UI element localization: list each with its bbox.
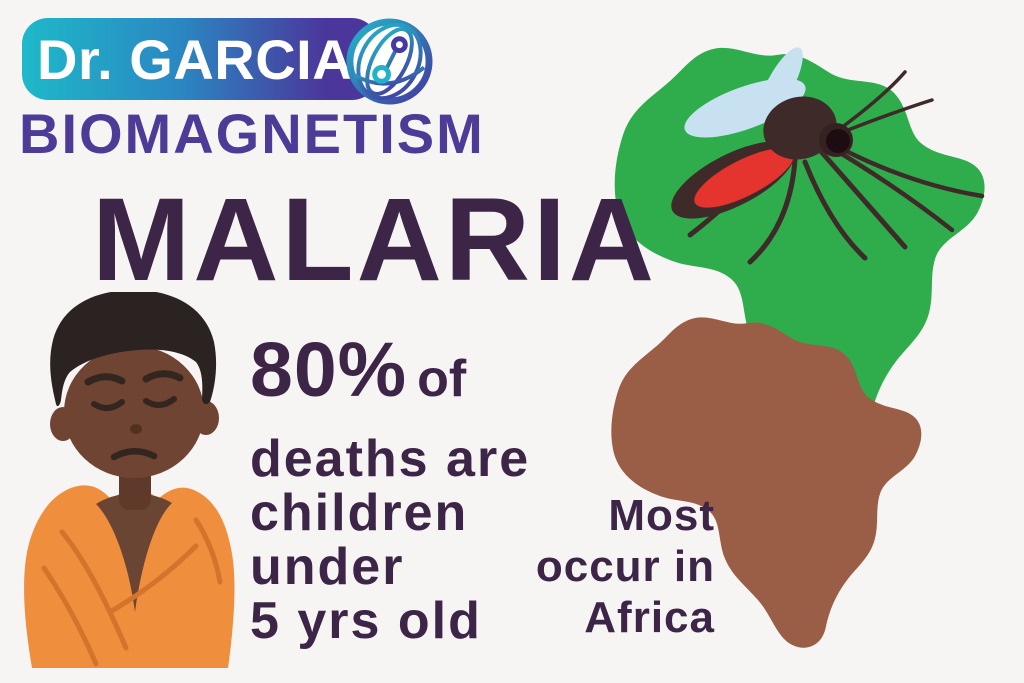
- mosquito-thorax: [763, 96, 837, 160]
- statistic-block: 80% of deaths are children under 5 yrs ol…: [250, 330, 530, 648]
- statistic-line: children: [250, 484, 469, 542]
- mosquito-abdomen: [694, 148, 794, 208]
- statistic-line: under: [250, 538, 405, 596]
- face-features: [84, 370, 184, 461]
- statistic-headline: 80% of: [250, 330, 530, 432]
- eyebrow-right: [142, 370, 184, 383]
- hair: [50, 292, 217, 407]
- statistic-line: 5 yrs old: [250, 592, 482, 650]
- location-note: Most occur in Africa: [515, 490, 715, 643]
- globe-magnetism-icon: [346, 18, 433, 105]
- location-line: Most: [608, 491, 715, 540]
- chest: [96, 493, 172, 612]
- statistic-line: deaths are: [250, 430, 531, 488]
- statistic-connector: of: [417, 350, 467, 408]
- mosquito-icon: [671, 47, 985, 265]
- brand-name: Dr. GARCIA: [37, 27, 354, 91]
- closed-eye-right: [143, 396, 177, 408]
- closed-eye-left: [91, 399, 125, 411]
- mosquito-antenna: [846, 98, 934, 132]
- mosquito-eye: [826, 129, 850, 153]
- sick-child-illustration: [24, 292, 235, 668]
- brand-subtitle: BIOMAGNETISM: [19, 102, 485, 165]
- mosquito-wing-small: [757, 47, 803, 123]
- mosquito-proboscis: [845, 149, 985, 199]
- mosquito-antenna: [843, 70, 907, 127]
- sad-mouth: [110, 448, 158, 461]
- brand-logo-bar: Dr. GARCIA: [22, 18, 378, 100]
- location-line: occur in: [535, 542, 715, 591]
- eyebrow-left: [84, 373, 126, 386]
- location-line: Africa: [584, 593, 715, 642]
- page-title: MALARIA: [92, 174, 658, 306]
- statistic-value: 80%: [250, 327, 408, 413]
- face: [64, 346, 204, 478]
- nose: [130, 424, 142, 434]
- blanket-folds: [41, 517, 223, 667]
